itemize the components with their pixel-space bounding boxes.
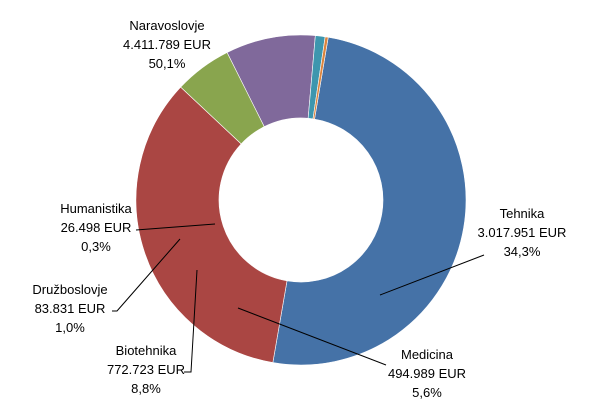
slice-tehnika [135, 86, 288, 363]
slice-label-naravoslovje: Naravoslovje 4.411.789 EUR 50,1% [123, 18, 211, 71]
slice-label-amount: 4.411.789 EUR [123, 37, 211, 52]
slice-label-name: Humanistika [60, 201, 132, 216]
slice-label-družboslovje: Družboslovje 83.831 EUR 1,0% [32, 282, 107, 335]
slice-label-amount: 26.498 EUR [61, 220, 132, 235]
slice-label-percent: 50,1% [149, 56, 186, 71]
slice-label-name: Tehnika [500, 206, 546, 221]
slice-label-percent: 0,3% [81, 239, 111, 254]
slice-label-tehnika: Tehnika 3.017.951 EUR 34,3% [478, 206, 567, 259]
leader-line-humanistika [135, 223, 216, 231]
slice-label-amount: 3.017.951 EUR [478, 225, 567, 240]
slice-label-name: Biotehnika [116, 343, 177, 358]
slice-label-percent: 8,8% [131, 381, 161, 396]
labels-layer: Naravoslovje 4.411.789 EUR 50,1% Tehnika 3.0… [32, 18, 566, 400]
slice-naravoslovje [272, 36, 467, 366]
leader-line-medicina [237, 307, 387, 366]
leader-lines-layer [112, 223, 485, 373]
slice-label-amount: 83.831 EUR [35, 301, 106, 316]
slice-label-amount: 772.723 EUR [107, 362, 185, 377]
slice-label-name: Medicina [401, 347, 454, 362]
slice-humanistika [312, 36, 329, 120]
slice-label-biotehnika: Biotehnika 772.723 EUR 8,8% [107, 343, 185, 396]
slices-layer [135, 34, 467, 366]
slice-label-name: Družboslovje [32, 282, 107, 297]
slice-label-percent: 1,0% [55, 320, 85, 335]
slice-label-name: Naravoslovje [129, 18, 204, 33]
leader-line-biotehnika [184, 269, 198, 373]
slice-label-percent: 34,3% [504, 244, 541, 259]
slice-label-percent: 5,6% [412, 385, 442, 400]
slice-label-medicina: Medicina 494.989 EUR 5,6% [388, 347, 466, 400]
slice-label-amount: 494.989 EUR [388, 366, 466, 381]
leader-line-družboslovje [112, 238, 181, 312]
leader-line-tehnika [379, 254, 485, 296]
slice-label-humanistika: Humanistika 26.498 EUR 0,3% [60, 201, 132, 254]
